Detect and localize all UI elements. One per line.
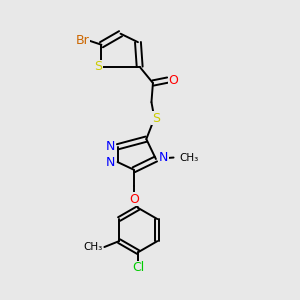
Text: S: S: [94, 60, 103, 73]
Text: Br: Br: [76, 34, 90, 47]
Text: Cl: Cl: [132, 261, 144, 274]
Text: N: N: [106, 140, 115, 153]
Text: N: N: [159, 151, 168, 164]
Text: O: O: [169, 74, 178, 87]
Text: N: N: [106, 156, 115, 169]
Text: S: S: [152, 112, 160, 125]
Text: O: O: [129, 193, 139, 206]
Text: CH₃: CH₃: [84, 242, 103, 252]
Text: CH₃: CH₃: [179, 152, 199, 163]
